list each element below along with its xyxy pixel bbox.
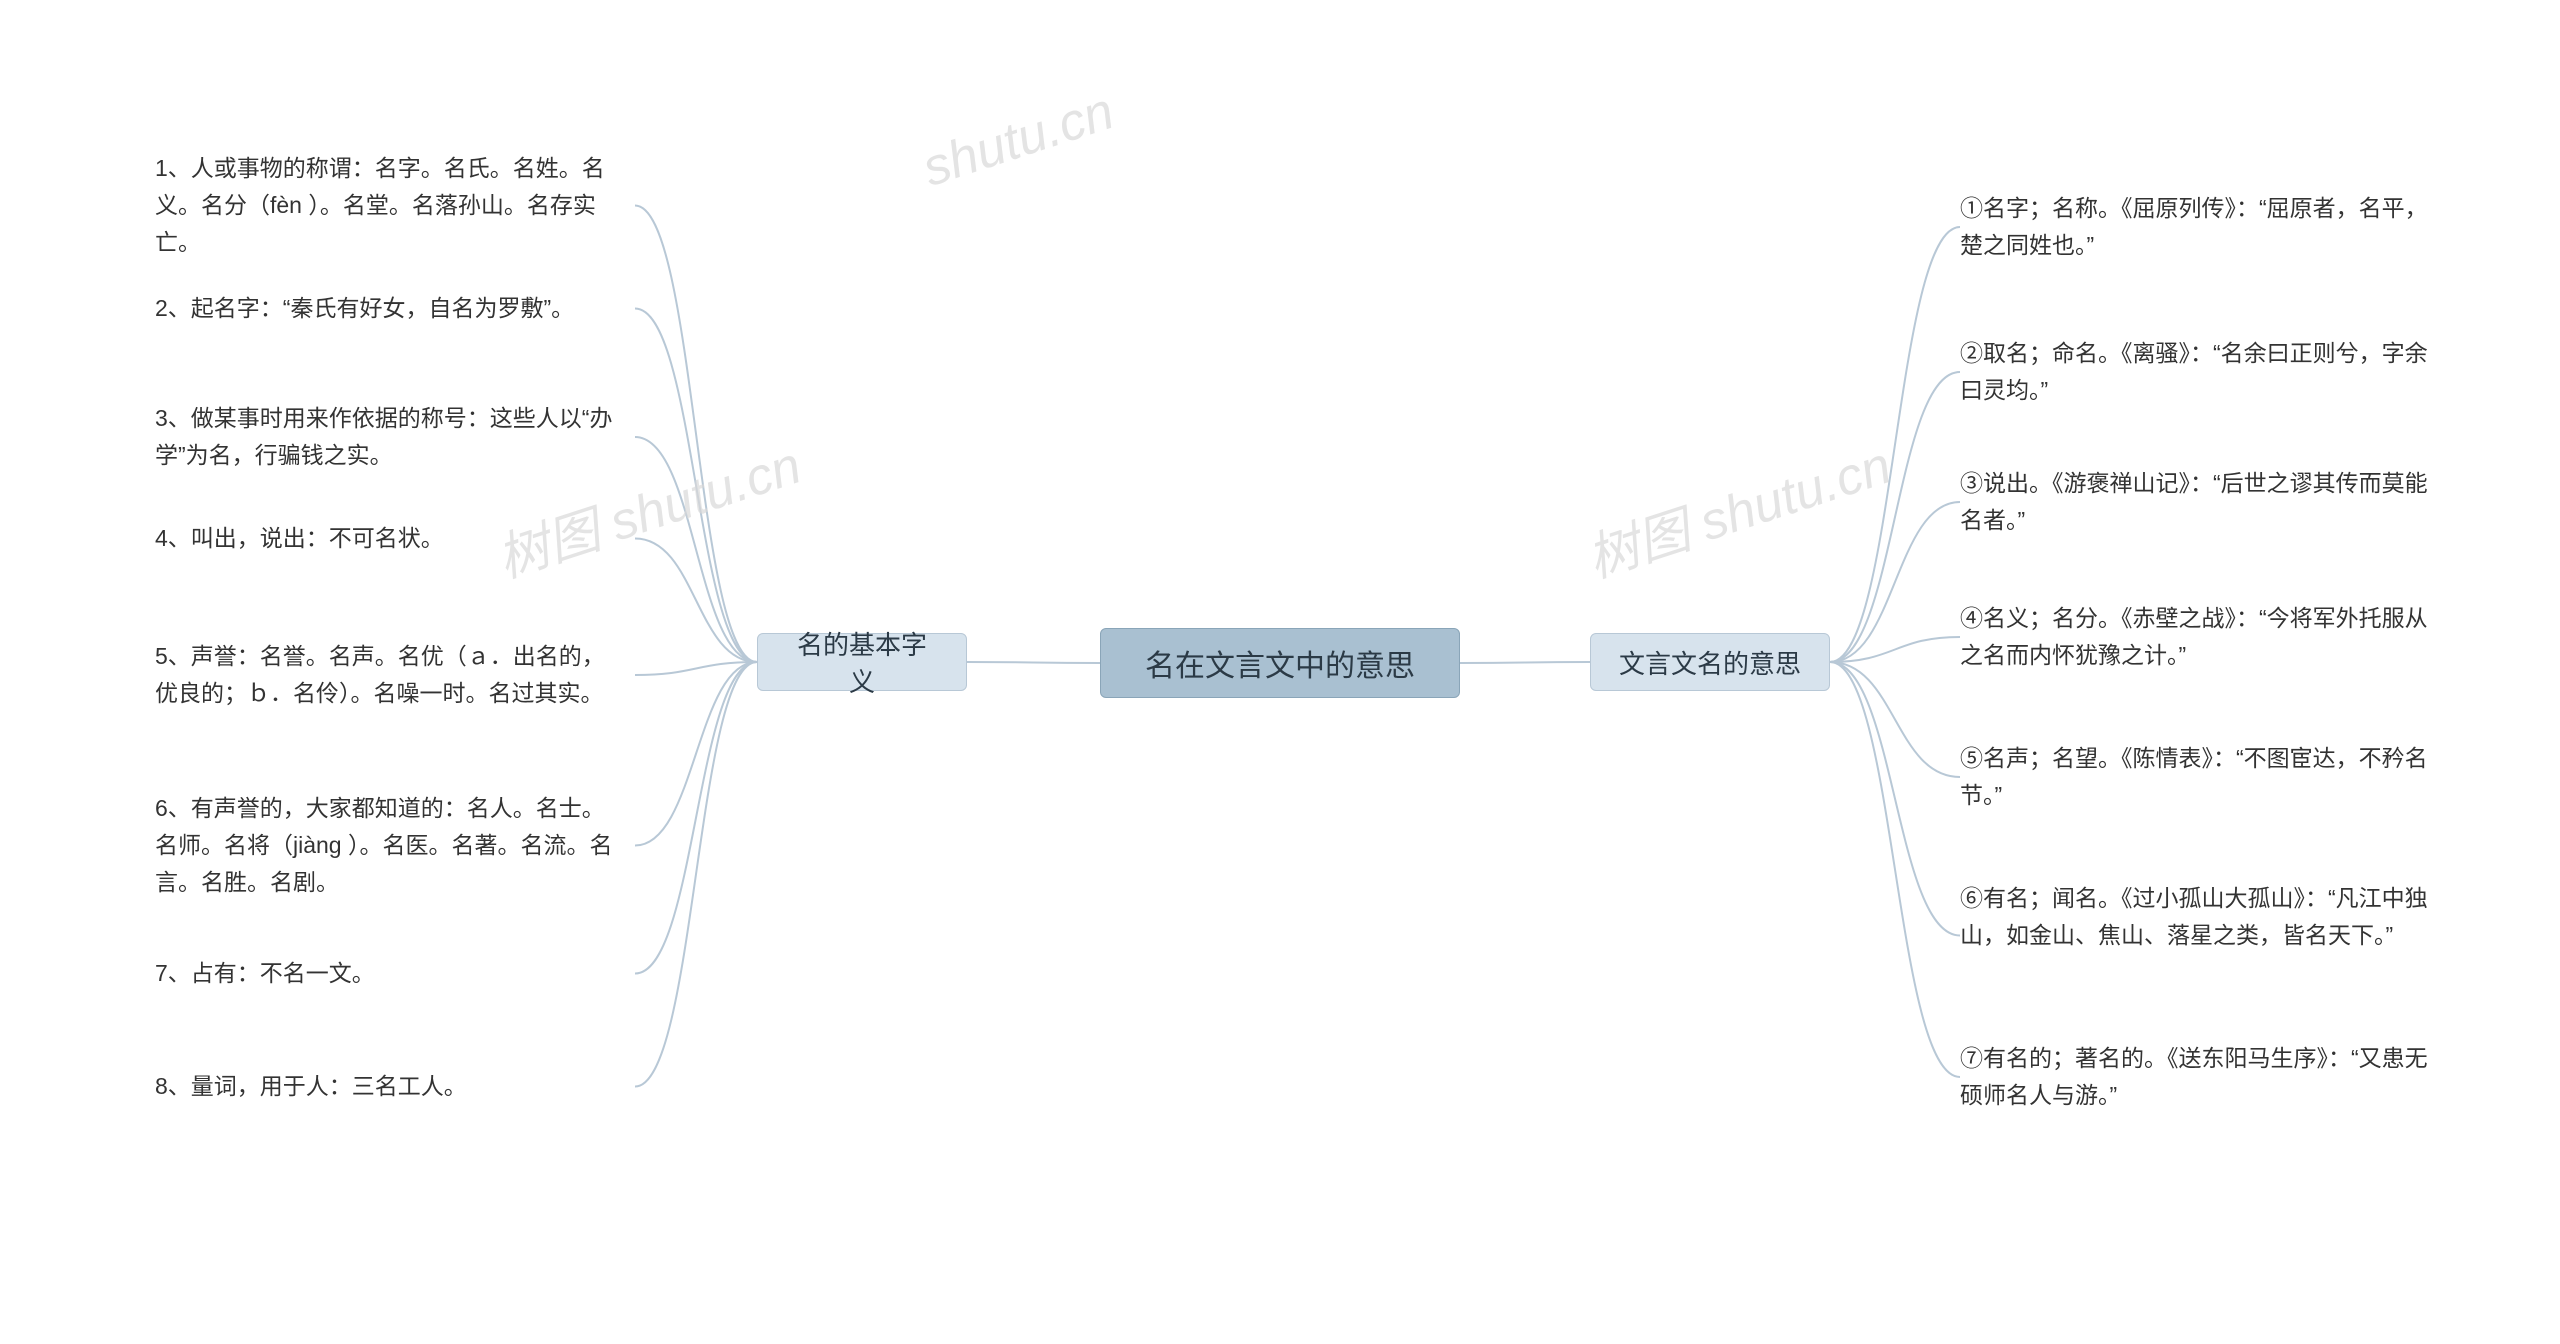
leaf-classical-1[interactable]: ①名字；名称。《屈原列传》：“屈原者，名平，楚之同姓也。” [1960, 190, 2430, 264]
leaf-classical-4[interactable]: ④名义；名分。《赤壁之战》：“今将军外托服从之名而内怀犹豫之计。” [1960, 600, 2430, 674]
leaf-basic-8[interactable]: 8、量词，用于人：三名工人。 [155, 1068, 625, 1105]
leaf-classical-2[interactable]: ②取名；命名。《离骚》：“名余曰正则兮，字余曰灵均。” [1960, 335, 2430, 409]
leaf-basic-2[interactable]: 2、起名字：“秦氏有好女，自名为罗敷”。 [155, 290, 625, 327]
watermark: shutu.cn [916, 81, 1121, 199]
leaf-classical-7[interactable]: ⑦有名的；著名的。《送东阳马生序》：“又患无硕师名人与游。” [1960, 1040, 2430, 1114]
mindmap-canvas: 树图 shutu.cn树图 shutu.cnshutu.cn 名在文言文中的意思… [0, 0, 2560, 1344]
branch-label: 名的基本字义 [786, 625, 938, 699]
branch-classical-meaning[interactable]: 文言文名的意思 [1590, 633, 1830, 691]
root-label: 名在文言文中的意思 [1145, 641, 1415, 685]
root-node[interactable]: 名在文言文中的意思 [1100, 628, 1460, 698]
leaf-classical-5[interactable]: ⑤名声；名望。《陈情表》：“不图宦达，不矜名节。” [1960, 740, 2430, 814]
leaf-classical-3[interactable]: ③说出。《游褒禅山记》：“后世之谬其传而莫能名者。” [1960, 465, 2430, 539]
leaf-classical-6[interactable]: ⑥有名；闻名。《过小孤山大孤山》：“凡江中独山，如金山、焦山、落星之类，皆名天下… [1960, 880, 2430, 954]
watermark: 树图 shutu.cn [1576, 423, 1899, 592]
leaf-basic-3[interactable]: 3、做某事时用来作依据的称号：这些人以“办学”为名，行骗钱之实。 [155, 400, 625, 474]
leaf-basic-5[interactable]: 5、声誉：名誉。名声。名优（ａ．出名的，优良的；ｂ．名伶）。名噪一时。名过其实。 [155, 638, 625, 712]
leaf-basic-4[interactable]: 4、叫出，说出：不可名状。 [155, 520, 625, 557]
leaf-basic-7[interactable]: 7、占有：不名一文。 [155, 955, 625, 992]
branch-basic-meaning[interactable]: 名的基本字义 [757, 633, 967, 691]
leaf-basic-6[interactable]: 6、有声誉的，大家都知道的：名人。名士。名师。名将（jiàng ）。名医。名著。… [155, 790, 625, 900]
leaf-basic-1[interactable]: 1、人或事物的称谓：名字。名氏。名姓。名义。名分（fèn ）。名堂。名落孙山。名… [155, 150, 625, 260]
branch-label: 文言文名的意思 [1619, 644, 1801, 681]
